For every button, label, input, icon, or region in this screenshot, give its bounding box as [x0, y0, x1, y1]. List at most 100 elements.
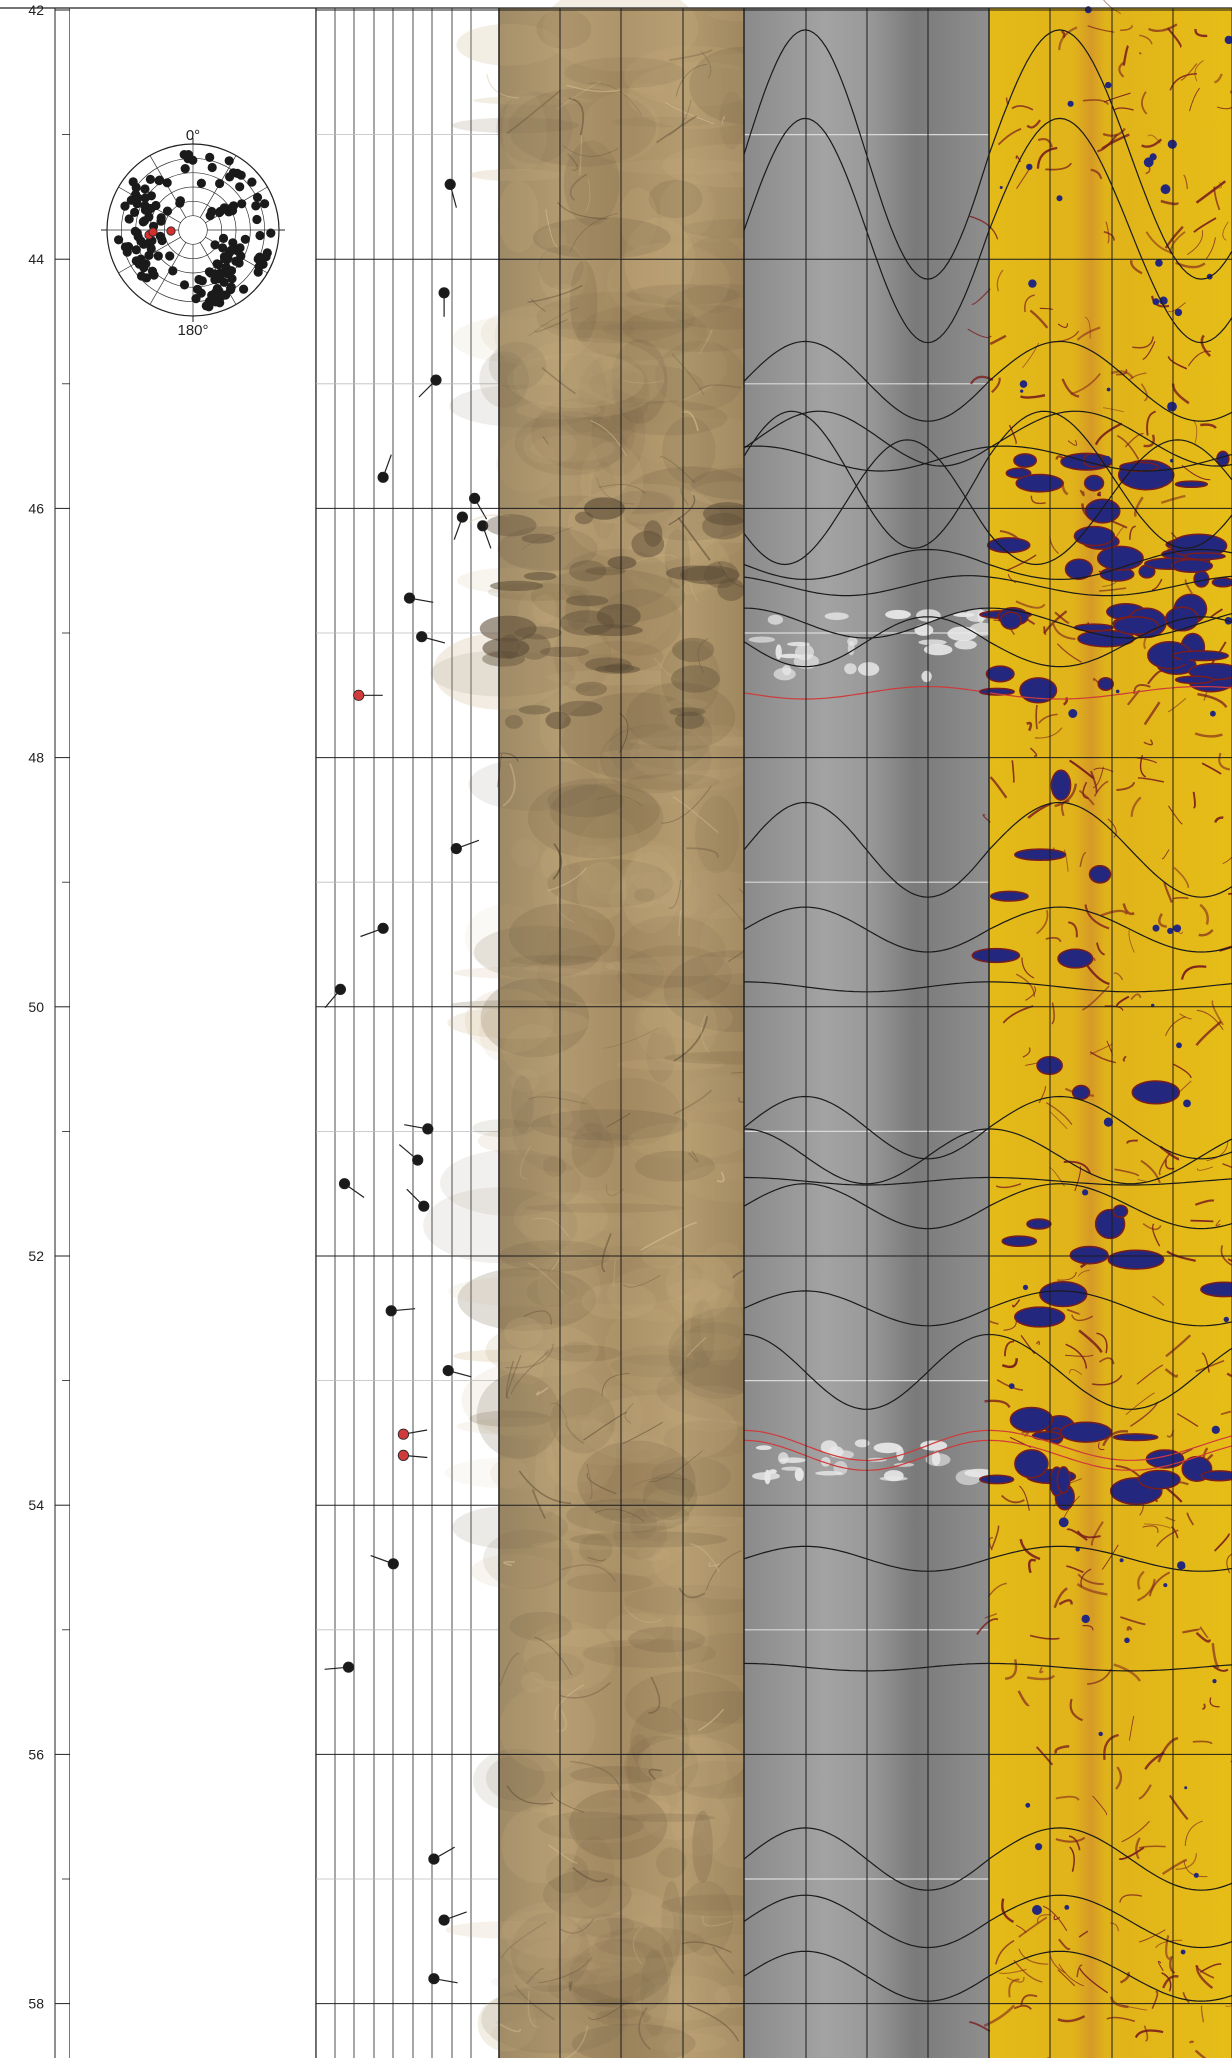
tadpole-head — [477, 520, 489, 532]
gray-vug-highlight — [954, 639, 977, 650]
core-texture-vein — [505, 1343, 555, 1369]
core-texture-vein — [686, 847, 719, 858]
classified-fracture — [1114, 1168, 1140, 1177]
classified-fracture — [1182, 1992, 1190, 2004]
classified-fracture — [1176, 1413, 1199, 1427]
classified-fracture — [1201, 762, 1222, 775]
core-texture-vein — [601, 1233, 612, 1273]
stereonet-pole-black — [258, 259, 268, 269]
classified-small-vug — [1174, 308, 1183, 317]
classified-fracture — [1133, 496, 1144, 518]
core-texture-blob — [571, 1122, 615, 1178]
classified-fracture — [1093, 767, 1114, 773]
core-texture-blob — [634, 888, 655, 902]
classified-vug — [1014, 1449, 1049, 1479]
core-texture-blob — [611, 116, 713, 128]
core-texture-blob — [479, 351, 529, 408]
core-texture-blob — [569, 1531, 728, 1548]
core-texture-blob — [504, 1317, 544, 1349]
stereonet-pole-black — [235, 182, 245, 192]
classified-fracture — [1057, 323, 1068, 328]
classified-fracture — [1166, 27, 1182, 48]
core-breccia-clast — [559, 700, 603, 717]
classified-fracture — [1053, 1587, 1068, 1609]
stereonet-pole-black — [216, 268, 226, 278]
sinusoid — [988, 616, 1232, 668]
core-texture-vein — [559, 1681, 611, 1699]
core-texture-blob — [613, 1508, 668, 1560]
classified-fracture — [1137, 777, 1165, 783]
core-texture-vein — [681, 410, 699, 432]
classified-small-vug — [1120, 473, 1125, 479]
core-texture-vein — [708, 1561, 721, 1567]
classified-fracture — [1179, 1013, 1192, 1020]
classified-small-vug — [1082, 1189, 1089, 1196]
core-texture-vein — [665, 102, 714, 125]
sinusoid — [988, 1950, 1232, 2002]
core-texture-blob — [695, 795, 739, 874]
stereonet-pole-black — [232, 168, 242, 178]
core-texture-blob — [513, 337, 665, 418]
core-texture-blob — [545, 1414, 617, 1494]
classified-fracture — [1145, 231, 1173, 254]
core-breccia-clast — [489, 580, 544, 592]
classified-small-vug — [1167, 139, 1177, 149]
classified-fracture — [1038, 713, 1058, 724]
core-texture-blob — [616, 1058, 726, 1071]
core-texture-blob — [563, 1341, 593, 1354]
core-texture-blob — [496, 434, 558, 493]
classified-fracture — [1063, 1160, 1091, 1174]
core-texture-blob — [524, 1652, 585, 1682]
core-texture-blob — [509, 1611, 572, 1641]
classified-fracture — [1140, 1159, 1161, 1184]
core-texture-blob — [627, 1122, 747, 1160]
core-texture-blob — [532, 594, 557, 625]
classified-fracture — [1126, 1139, 1138, 1144]
core-texture-vein — [700, 50, 712, 79]
core-texture-blob — [661, 640, 721, 716]
tadpole — [416, 631, 446, 644]
core-texture-blob — [537, 321, 697, 331]
classified-fracture — [1165, 1334, 1192, 1358]
stereonet-pole-black — [253, 267, 263, 277]
classified-fracture — [1004, 1659, 1018, 1680]
classified-fracture — [1018, 1948, 1049, 1965]
classified-fracture — [1162, 1975, 1179, 1989]
classified-fracture — [1184, 1820, 1203, 1846]
core-texture-blob — [624, 1584, 767, 1616]
gray-vug-highlight — [779, 1457, 806, 1463]
core-texture-vein — [653, 657, 680, 681]
core-texture-blob — [611, 339, 668, 424]
classified-vug — [1069, 1245, 1109, 1265]
classified-fracture — [967, 328, 992, 338]
classified-vug — [1014, 848, 1067, 862]
core-texture-vein — [681, 1941, 732, 1954]
classified-fracture — [1135, 1837, 1141, 1860]
core-texture-blob — [557, 1917, 674, 2006]
tadpole — [404, 1123, 434, 1135]
core-texture-vein — [721, 115, 725, 126]
core-texture-blob — [692, 1810, 713, 1883]
classified-fracture — [1028, 1558, 1037, 1574]
classified-fracture — [984, 1399, 1011, 1408]
classified-fracture — [1076, 1964, 1083, 1978]
core-texture-blob — [536, 1251, 601, 1319]
core-texture-blob — [514, 411, 626, 476]
core-texture-blob — [496, 91, 573, 164]
classified-vug — [1174, 675, 1214, 685]
core-texture-blob — [456, 1417, 612, 1436]
classified-small-vug — [1008, 1383, 1015, 1389]
core-texture-blob — [610, 400, 728, 436]
core-texture-blob — [719, 91, 745, 150]
classified-fracture — [1100, 909, 1128, 917]
core-texture-blob — [560, 1797, 621, 1809]
tadpole-column — [315, 8, 500, 2058]
core-texture-vein — [534, 318, 568, 333]
core-texture-blob — [530, 1109, 688, 1141]
classified-fracture — [1026, 721, 1033, 732]
classified-small-vug — [1106, 387, 1111, 392]
classified-vug — [1039, 1280, 1088, 1308]
classified-fracture — [1193, 217, 1217, 233]
classified-fracture — [1082, 99, 1110, 106]
tadpole-head — [418, 1200, 430, 1212]
